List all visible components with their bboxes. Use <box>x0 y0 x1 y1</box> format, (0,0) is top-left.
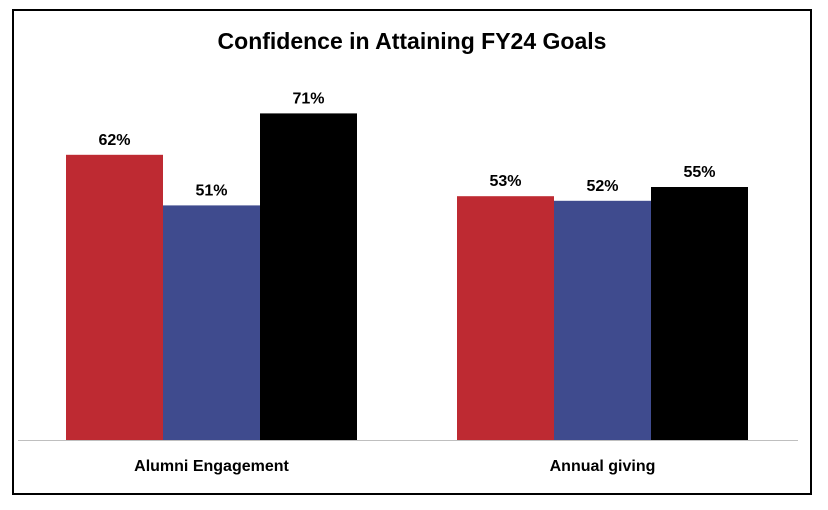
data-label-1-2: 55% <box>683 164 715 181</box>
category-label-0: Alumni Engagement <box>134 458 289 475</box>
data-label-1-1: 52% <box>586 178 618 195</box>
data-label-1-0: 53% <box>489 173 521 190</box>
bar-0-2 <box>260 113 357 441</box>
bar-1-2 <box>651 187 748 440</box>
bar-0-0 <box>66 154 163 441</box>
data-label-0-2: 71% <box>292 90 324 107</box>
chart-title: Confidence in Attaining FY24 Goals <box>217 28 607 54</box>
data-label-0-1: 51% <box>195 182 227 199</box>
bar-1-0 <box>457 196 554 440</box>
category-label-1: Annual giving <box>550 458 656 475</box>
bar-1-1 <box>554 200 651 440</box>
data-label-0-0: 62% <box>98 132 130 149</box>
bar-0-1 <box>163 205 260 440</box>
